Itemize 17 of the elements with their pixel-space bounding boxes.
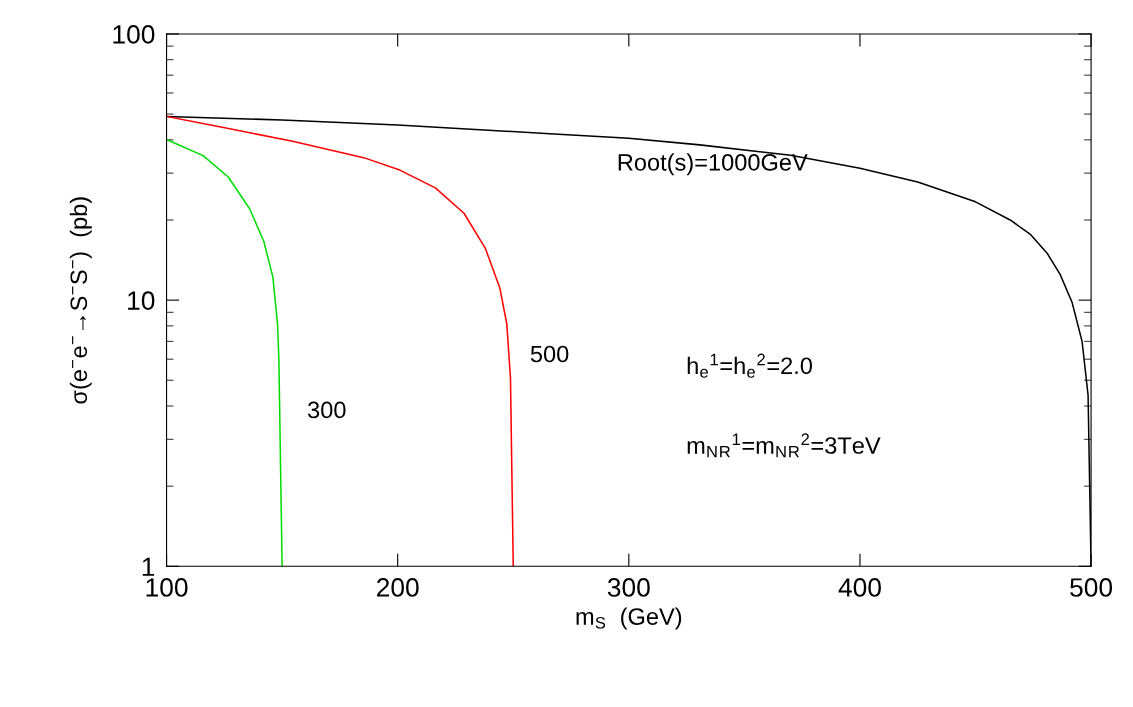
y-tick-label: 100 [113,25,155,44]
line-series [166,115,515,567]
x-tick-label: 300 [607,578,650,597]
annotation: 500 [530,345,569,363]
y-tick-label: 1 [142,557,155,576]
y-tick-label: 10 [128,291,155,310]
annotation: 300 [307,401,346,419]
annotation: h$_{e}$$^{1}$=h$_{e}$$^{2}$=2.0 [687,353,813,378]
x-axis-title: m$_{S}$ (GeV) [576,607,682,630]
x-tick-label: 500 [1070,578,1113,597]
line-series [166,138,283,567]
annotation: m$_{NR}$$^{1}$=m$_{NR}$$^{2}$=3TeV [687,433,881,458]
annotation: Root(s)=1000GeV [618,153,808,176]
text: σ(e$^{−}$e$^{−}$→S$^{−}$S$^{−}$) (pb) [69,197,92,404]
x-tick-label: 400 [838,578,881,597]
x-tick-label: 200 [377,578,419,597]
x-tick-label: 100 [146,578,188,597]
